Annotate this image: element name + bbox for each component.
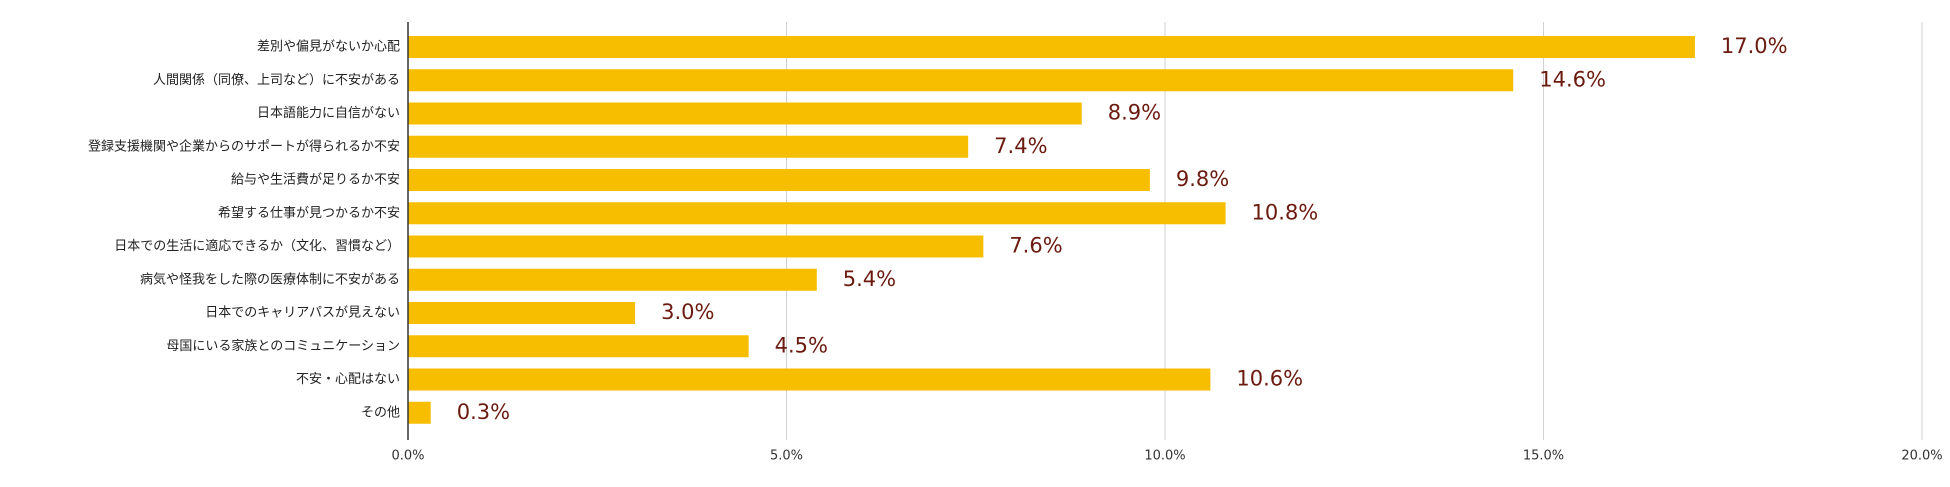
bar (408, 102, 1082, 125)
x-tick-label: 0.0% (391, 449, 424, 464)
category-label: その他 (361, 405, 400, 420)
data-label: 7.4% (994, 134, 1047, 158)
data-label: 14.6% (1539, 67, 1606, 91)
bars (408, 36, 1695, 424)
x-tick-label: 10.0% (1144, 449, 1185, 464)
data-label: 3.0% (661, 300, 714, 324)
bar (408, 169, 1150, 191)
category-label: 登録支援機関や企業からのサポートが得られるか不安 (88, 138, 400, 154)
bar (408, 268, 817, 291)
bar (408, 69, 1514, 92)
category-label: 日本でのキャリアパスが見えない (205, 306, 400, 321)
category-label: 不安・心配はない (296, 372, 400, 387)
bar (408, 401, 431, 424)
category-label: 給与や生活費が足りるか不安 (231, 173, 400, 188)
bar (408, 302, 636, 324)
data-label: 8.9% (1108, 101, 1161, 125)
bar (408, 36, 1695, 58)
data-label: 10.8% (1252, 200, 1319, 224)
bar (408, 202, 1226, 225)
data-label: 9.8% (1176, 167, 1229, 191)
bar (408, 235, 984, 258)
bar (408, 368, 1211, 391)
data-label: 4.5% (775, 333, 828, 357)
category-label: 希望する仕事が見つかるか不安 (218, 205, 400, 221)
bar (408, 135, 969, 158)
data-label: 7.6% (1009, 234, 1062, 258)
x-tick-label: 20.0% (1901, 449, 1942, 464)
bar (408, 335, 749, 358)
category-label: 日本での生活に適応できるか（文化、習慣など） (114, 238, 400, 254)
data-label: 10.6% (1236, 367, 1303, 391)
category-label: 差別や偏見がないか心配 (257, 40, 400, 55)
labels: 0.0% 5.0% 10.0% 15.0% 20.0% 差別や偏見がないか心配 17.0% 人… (88, 34, 1943, 464)
x-tick-label: 15.0% (1523, 449, 1564, 464)
data-label: 17.0% (1721, 34, 1788, 58)
data-label: 0.3% (457, 400, 510, 424)
x-tick-label: 5.0% (770, 449, 803, 464)
category-label: 日本語能力に自信がない (257, 105, 400, 121)
category-label: 人間関係（同僚、上司など）に不安がある (153, 73, 400, 88)
category-label: 母国にいる家族とのコミュニケーション (166, 338, 400, 354)
data-label: 5.4% (843, 267, 896, 291)
category-label: 病気や怪我をした際の医療体制に不安がある (140, 271, 400, 287)
